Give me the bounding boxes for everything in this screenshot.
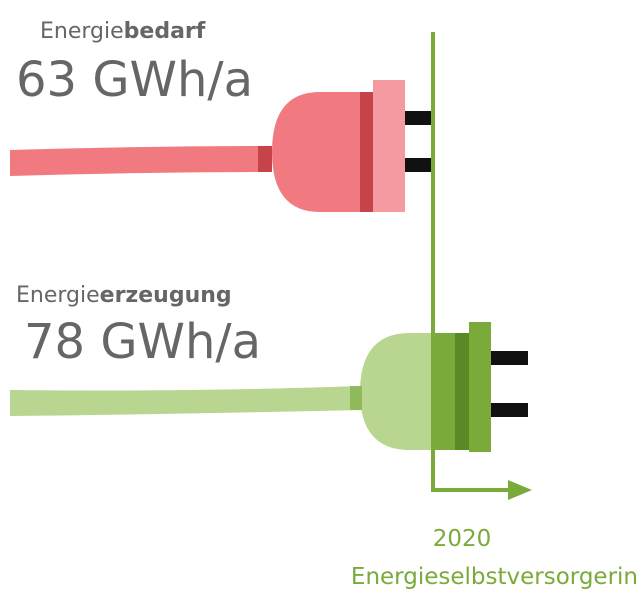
green-cable	[10, 386, 362, 416]
red-plug-band	[360, 92, 373, 212]
green-plug-body-dark	[433, 333, 455, 450]
red-plug-body	[272, 92, 362, 212]
infographic: Energiebedarf 63 GWh/a Energieerzeugung …	[0, 0, 642, 590]
green-plug-band	[455, 333, 469, 450]
label-prefix: Energie	[16, 283, 100, 308]
generation-label: Energieerzeugung	[16, 283, 232, 308]
generation-value: 78 GWh/a	[24, 314, 261, 370]
demand-value: 63 GWh/a	[16, 52, 253, 108]
red-prong	[405, 158, 435, 172]
arrow-head	[508, 480, 532, 500]
demand-label: Energiebedarf	[40, 19, 206, 44]
red-cable-collar	[258, 146, 272, 172]
red-plug-plate	[373, 80, 405, 212]
green-prong	[491, 403, 528, 417]
green-prong	[491, 351, 528, 365]
red-cable	[10, 146, 272, 176]
milestone-label: Energieselbstversorgerin	[351, 564, 638, 590]
green-cable-collar	[350, 386, 362, 410]
label-bold: bedarf	[124, 19, 206, 44]
label-prefix: Energie	[40, 19, 124, 44]
label-bold: erzeugung	[100, 283, 232, 308]
green-plug-plate	[469, 322, 491, 452]
red-prong	[405, 111, 435, 125]
milestone-year: 2020	[433, 526, 492, 552]
